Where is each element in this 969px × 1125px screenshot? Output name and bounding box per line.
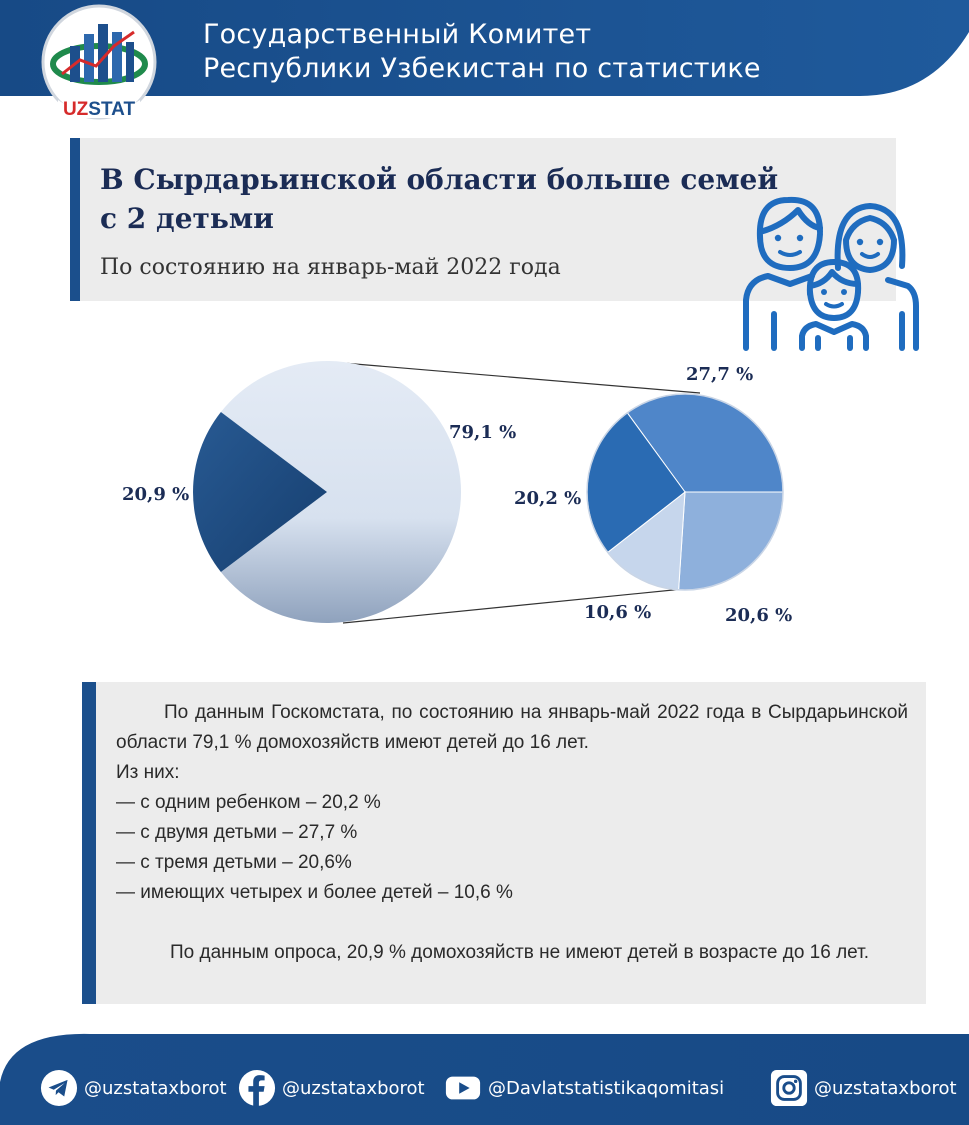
telegram-icon (40, 1069, 78, 1107)
instagram-icon (770, 1069, 808, 1107)
list-item: — с тремя детьми – 20,6% (116, 852, 352, 873)
title-block: В Сырдарьинской области больше семей с 2… (70, 138, 896, 301)
list-item: — имеющих четырех и более детей – 10,6 % (116, 882, 513, 903)
breakdown-pie (586, 393, 784, 591)
youtube-icon (445, 1076, 481, 1100)
uzstat-logo: UZSTAT (41, 4, 157, 120)
label-20-2: 20,2 % (514, 488, 582, 509)
header-title: Государственный Комитет Республики Узбек… (203, 18, 761, 86)
pie-of-pie-chart (193, 361, 784, 624)
connector-bottom (342, 588, 684, 624)
connector-top (342, 362, 701, 394)
svg-text:UZSTAT: UZSTAT (63, 99, 136, 120)
instagram-link[interactable]: @uzstataxborot (770, 1068, 957, 1108)
slice-no-children (193, 412, 327, 572)
facebook-icon (238, 1069, 276, 1107)
footer-background (0, 1033, 969, 1125)
label-20-9: 20,9 % (122, 484, 190, 505)
youtube-handle: @Davlatstatistikaqomitasi (488, 1077, 725, 1099)
description-box: По данным Госкомстата, по состоянию на я… (82, 682, 926, 1004)
facebook-handle: @uzstataxborot (282, 1077, 425, 1099)
list-intro: Из них: (116, 762, 180, 783)
slice-three-children (678, 491, 784, 591)
slice-with-children (220, 361, 462, 623)
facebook-link[interactable]: @uzstataxborot (238, 1068, 425, 1108)
footer: @uzstataxborot @uzstataxborot @Davlatsta… (0, 1032, 969, 1125)
youtube-link[interactable]: @Davlatstatistikaqomitasi (444, 1068, 724, 1108)
title-accent-bar (70, 138, 80, 301)
instagram-handle: @uzstataxborot (814, 1077, 957, 1099)
breakdown-outline (586, 393, 784, 591)
header-title-line1: Государственный Комитет (203, 19, 592, 50)
header: UZSTAT Государственный Комитет Республик… (0, 0, 969, 120)
connector-lines (342, 362, 701, 624)
label-10-6: 10,6 % (584, 602, 652, 623)
paragraph-survey: По данным опроса, 20,9 % домохозяйств не… (170, 942, 869, 963)
list-item: — с двумя детьми – 27,7 % (116, 822, 358, 843)
paragraph-main: По данным Госкомстата, по состоянию на я… (116, 702, 908, 753)
label-20-6: 20,6 % (725, 605, 793, 626)
page-subtitle: По состоянию на январь-май 2022 года (100, 255, 561, 280)
description-accent-bar (82, 682, 96, 1004)
telegram-handle: @uzstataxborot (84, 1077, 227, 1099)
main-pie (193, 361, 462, 623)
header-background (0, 0, 969, 96)
family-icon (743, 196, 919, 351)
chart: 79,1 % 20,9 % 27,7 % 20,6 % 10,6 % 20,2 … (0, 330, 969, 660)
telegram-link[interactable]: @uzstataxborot (40, 1068, 227, 1108)
list-item: — с одним ребенком – 20,2 % (116, 792, 381, 813)
label-27-7: 27,7 % (686, 364, 754, 385)
page-title: В Сырдарьинской области больше семей с 2… (100, 163, 779, 235)
label-79-1: 79,1 % (449, 422, 517, 443)
description-text: По данным Госкомстата, по состоянию на я… (116, 698, 908, 968)
header-title-line2: Республики Узбекистан по статистике (203, 53, 761, 84)
